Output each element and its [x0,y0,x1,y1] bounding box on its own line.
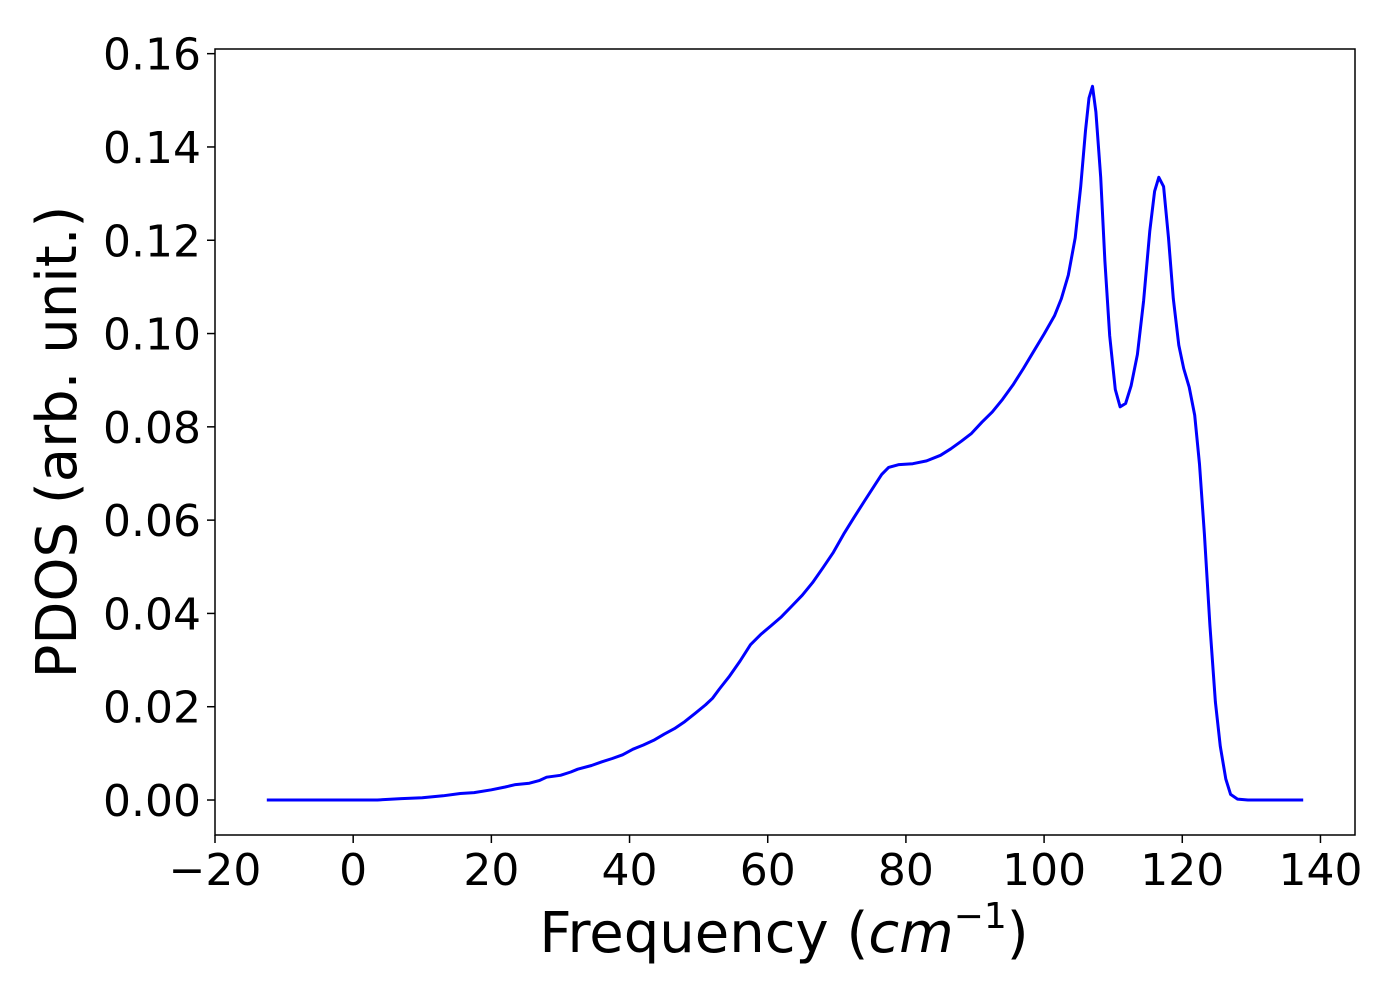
y-axis-label: PDOS (arb. unit.) [25,206,90,679]
x-axis-label: Frequency (cm−1) [539,896,1028,966]
x-tick-label: 100 [1002,845,1086,896]
x-tick-label: 60 [740,845,796,896]
y-tick-label: 0.08 [103,403,201,454]
x-tick-label: 0 [339,845,367,896]
x-tick-label: 120 [1140,845,1224,896]
plot-frame [214,48,1356,836]
y-tick-label: 0.14 [103,123,201,174]
y-tick-label: 0.12 [103,216,201,267]
x-tick-label: 140 [1278,845,1362,896]
x-axis: −20 0 20 40 60 80 100 120 140 [169,835,1362,896]
plot-area [214,48,1356,836]
y-tick-label: 0.16 [103,30,201,81]
y-tick-label: 0.10 [103,310,201,361]
x-tick-label: −20 [169,845,262,896]
pdos-series-line [266,84,1304,802]
y-tick-label: 0.04 [103,589,201,640]
x-tick-label: 80 [878,845,934,896]
y-tick-label: 0.00 [103,776,201,827]
y-tick-label: 0.02 [103,683,201,734]
y-axis: 0.00 0.02 0.04 0.06 0.08 0.10 0.12 0.14 0.16 [103,30,215,827]
x-tick-label: 20 [463,845,519,896]
x-tick-label: 40 [602,845,658,896]
y-tick-label: 0.06 [103,496,201,547]
